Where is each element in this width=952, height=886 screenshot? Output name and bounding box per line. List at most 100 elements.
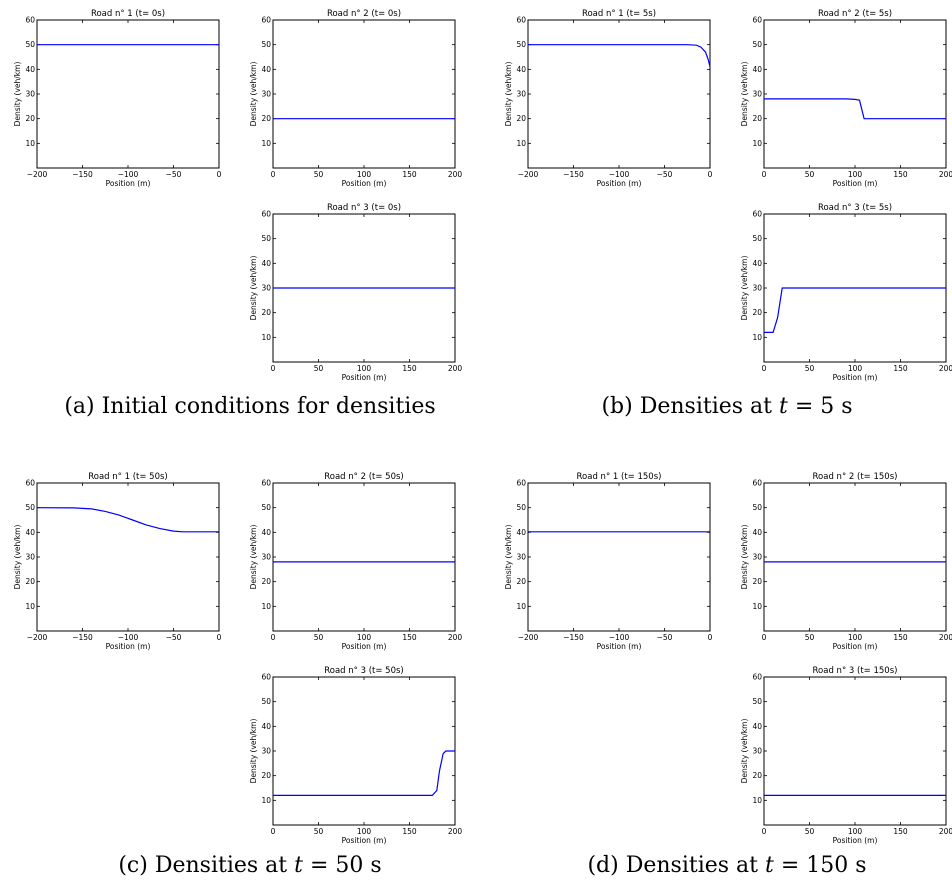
y-tick-label: 50 <box>752 234 762 243</box>
y-tick-label: 40 <box>752 259 762 268</box>
x-axis-label: Position (m) <box>833 836 878 845</box>
axes-frame <box>527 482 711 632</box>
y-tick-label: 60 <box>752 479 762 488</box>
x-tick-label: 0 <box>762 827 767 836</box>
axes-frame <box>272 676 456 826</box>
y-tick-label: 40 <box>752 722 762 731</box>
y-tick-label: 10 <box>752 139 762 148</box>
y-tick-label: 30 <box>752 747 762 756</box>
x-tick-label: 0 <box>271 827 276 836</box>
x-tick-label: 0 <box>708 170 713 179</box>
panel-a: Road n° 1 (t= 0s) −200 −150 −100 −50 0 10 20 30 4… <box>13 9 462 419</box>
subplot-road-2: Road n° 2 (t= 150s) 0 50 100 150 200 10 20 30 40 5… <box>740 472 952 651</box>
x-tick-label: 0 <box>762 364 767 373</box>
y-axis-label: Density (veh/km) <box>13 62 22 127</box>
y-tick-label: 20 <box>25 577 35 586</box>
y-tick-label: 10 <box>25 602 35 611</box>
y-tick-label: 40 <box>261 259 271 268</box>
x-tick-label: 0 <box>271 170 276 179</box>
y-tick-label: 10 <box>261 139 271 148</box>
x-tick-label: 100 <box>357 364 372 373</box>
x-tick-label: 200 <box>939 827 952 836</box>
y-tick-label: 10 <box>261 602 271 611</box>
subplot-title: Road n° 3 (t= 50s) <box>324 666 404 676</box>
x-tick-label: 150 <box>402 364 417 373</box>
x-tick-label: −50 <box>166 633 182 642</box>
y-tick-label: 50 <box>516 40 526 49</box>
y-axis-label: Density (veh/km) <box>13 525 22 590</box>
axes-frame <box>272 482 456 632</box>
subplot-road-1: Road n° 1 (t= 150s) −200 −150 −100 −50 0 10 20 3… <box>504 472 713 651</box>
x-tick-label: 200 <box>939 170 952 179</box>
x-tick-label: −200 <box>518 633 539 642</box>
x-tick-label: −50 <box>657 633 673 642</box>
x-tick-label: −100 <box>609 633 630 642</box>
y-tick-label: 50 <box>261 697 271 706</box>
subplot-road-1: Road n° 1 (t= 0s) −200 −150 −100 −50 0 10 20 30 4… <box>13 9 222 188</box>
y-tick-label: 40 <box>261 528 271 537</box>
y-tick-label: 10 <box>516 139 526 148</box>
y-tick-label: 50 <box>752 40 762 49</box>
panel-caption: (d) Densities at t = 150 s <box>587 853 866 878</box>
y-tick-label: 60 <box>25 479 35 488</box>
x-tick-label: −100 <box>609 170 630 179</box>
y-tick-label: 20 <box>752 771 762 780</box>
x-tick-label: 50 <box>805 827 815 836</box>
x-tick-label: −200 <box>27 170 48 179</box>
x-tick-label: 50 <box>314 633 324 642</box>
x-tick-label: 0 <box>708 633 713 642</box>
density-line <box>36 507 219 533</box>
y-axis-label: Density (veh/km) <box>249 525 258 590</box>
y-tick-label: 60 <box>261 673 271 682</box>
y-tick-label: 30 <box>752 90 762 99</box>
x-tick-label: 0 <box>762 170 767 179</box>
x-tick-label: 100 <box>848 827 863 836</box>
density-line <box>273 750 455 797</box>
subplot-road-3: Road n° 3 (t= 150s) 0 50 100 150 200 10 20 30 40 5… <box>740 666 952 845</box>
axes-frame <box>527 19 711 169</box>
y-tick-label: 20 <box>752 114 762 123</box>
y-tick-label: 50 <box>25 40 35 49</box>
y-tick-label: 20 <box>516 114 526 123</box>
x-tick-label: 0 <box>271 633 276 642</box>
y-tick-label: 60 <box>261 479 271 488</box>
subplot-road-2: Road n° 2 (t= 5s) 0 50 100 150 200 10 20 30 40 50 6… <box>740 9 952 188</box>
x-tick-label: 50 <box>314 827 324 836</box>
x-tick-label: 50 <box>805 633 815 642</box>
x-tick-label: 100 <box>357 170 372 179</box>
panel-caption: (c) Densities at t = 50 s <box>118 853 381 878</box>
x-tick-label: 100 <box>848 633 863 642</box>
subplot-title: Road n° 2 (t= 50s) <box>324 472 404 482</box>
y-tick-label: 40 <box>516 65 526 74</box>
x-tick-label: 200 <box>448 827 463 836</box>
x-tick-label: 100 <box>848 170 863 179</box>
y-tick-label: 40 <box>752 65 762 74</box>
y-tick-label: 20 <box>516 577 526 586</box>
y-tick-label: 30 <box>752 284 762 293</box>
subplot-title: Road n° 3 (t= 150s) <box>813 666 898 676</box>
y-tick-label: 20 <box>752 308 762 317</box>
x-tick-label: −200 <box>518 170 539 179</box>
x-tick-label: 100 <box>357 633 372 642</box>
x-axis-label: Position (m) <box>106 642 151 651</box>
x-tick-label: 200 <box>448 633 463 642</box>
y-tick-label: 40 <box>261 65 271 74</box>
y-axis-label: Density (veh/km) <box>504 62 513 127</box>
x-tick-label: −50 <box>166 170 182 179</box>
subplot-title: Road n° 2 (t= 150s) <box>813 472 898 482</box>
x-axis-label: Position (m) <box>342 836 387 845</box>
subplot-road-3: Road n° 3 (t= 50s) 0 50 100 150 200 10 20 30 40 50… <box>249 666 462 845</box>
x-axis-label: Position (m) <box>342 179 387 188</box>
panel-caption: (a) Initial conditions for densities <box>64 394 435 419</box>
y-tick-label: 50 <box>516 503 526 512</box>
x-tick-label: 150 <box>402 633 417 642</box>
x-tick-label: 0 <box>762 633 767 642</box>
y-tick-label: 50 <box>25 503 35 512</box>
x-tick-label: 150 <box>893 827 908 836</box>
y-tick-label: 20 <box>752 577 762 586</box>
y-tick-label: 30 <box>25 553 35 562</box>
y-tick-label: 50 <box>752 503 762 512</box>
x-tick-label: 200 <box>939 633 952 642</box>
y-axis-label: Density (veh/km) <box>249 62 258 127</box>
density-line <box>764 287 946 333</box>
